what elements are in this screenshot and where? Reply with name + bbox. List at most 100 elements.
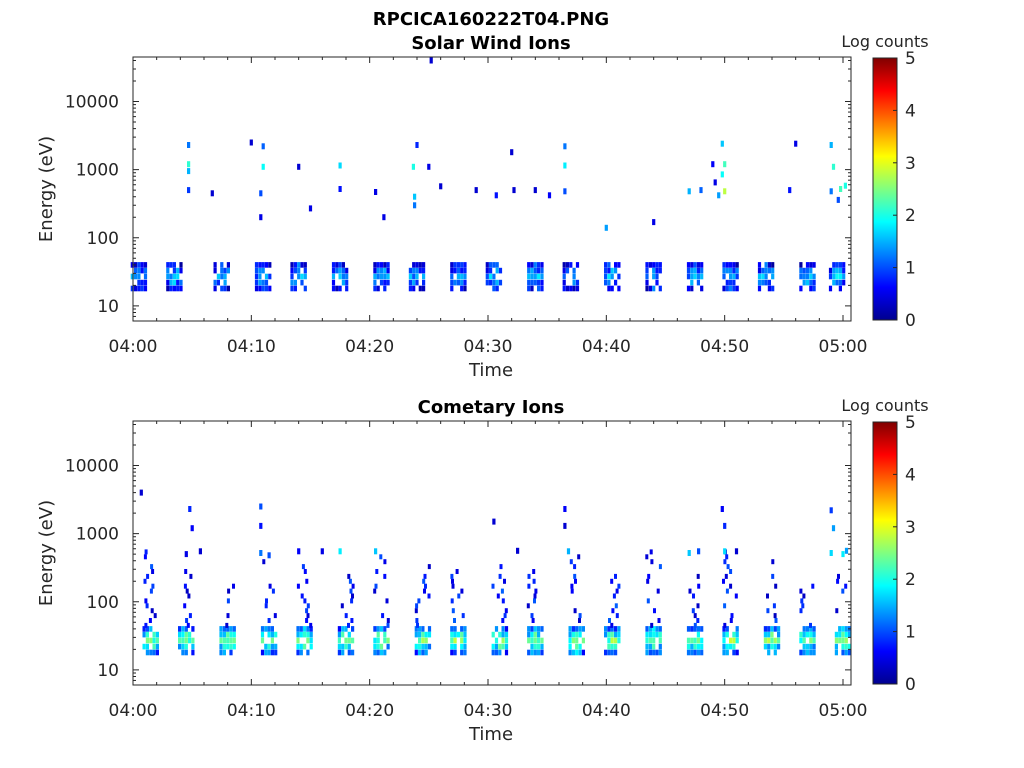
heatmap-cell: [415, 603, 419, 609]
heatmap-cell: [842, 262, 846, 268]
heatmap-cell: [572, 273, 576, 280]
heatmap-cell: [610, 643, 614, 650]
heatmap-cell: [139, 489, 143, 496]
heatmap-cell: [418, 285, 422, 292]
heatmap-cell: [489, 279, 493, 286]
heatmap-cell: [172, 267, 176, 274]
heatmap-cell: [460, 262, 464, 268]
heatmap-cell: [155, 643, 159, 650]
heatmap-cell: [645, 643, 649, 650]
heatmap-cell: [693, 626, 697, 632]
heatmap-cell: [183, 603, 187, 609]
y-tick-label: 1000: [76, 161, 119, 181]
heatmap-cell: [614, 267, 618, 274]
heatmap-cell: [771, 285, 775, 292]
y-axis-label-cometary: Energy (eV): [36, 500, 57, 606]
heatmap-cell: [349, 588, 353, 594]
heatmap-cell: [254, 279, 259, 286]
heatmap-cell: [652, 631, 656, 638]
heatmap-cell: [843, 182, 847, 189]
heatmap-cell: [774, 618, 778, 623]
heatmap-cell: [267, 649, 271, 656]
heatmap-cell: [725, 631, 729, 638]
heatmap-cell: [604, 279, 608, 286]
heatmap-cell: [485, 267, 489, 274]
heatmap-cell: [617, 262, 621, 268]
heatmap-cell: [376, 262, 380, 268]
heatmap-cell: [140, 285, 144, 292]
colorbar-tick-label: 4: [905, 101, 916, 121]
heatmap-cell: [216, 279, 220, 286]
heatmap-cell: [696, 279, 700, 286]
heatmap-cell: [176, 273, 180, 280]
heatmap-cell: [604, 267, 608, 274]
heatmap-cell: [427, 643, 432, 650]
heatmap-cell: [423, 573, 427, 579]
heatmap-cell: [809, 643, 813, 650]
heatmap-cell: [562, 267, 566, 274]
heatmap-cell: [652, 649, 656, 656]
heatmap-cell: [345, 285, 349, 292]
heatmap-cell: [540, 279, 544, 286]
heatmap-cell: [537, 626, 541, 632]
heatmap-cell: [293, 279, 297, 286]
heatmap-cell: [835, 273, 839, 280]
heatmap-cell: [757, 273, 762, 280]
heatmap-cell: [645, 273, 649, 280]
heatmap-cell: [254, 267, 259, 274]
heatmap-cell: [290, 279, 294, 286]
heatmap-cell: [335, 285, 339, 292]
heatmap-cell: [658, 285, 662, 292]
heatmap-cell: [734, 593, 738, 599]
heatmap-cell: [652, 262, 656, 268]
heatmap-cell: [655, 279, 659, 286]
heatmap-cell: [614, 573, 617, 579]
heatmap-cell: [222, 643, 226, 650]
heatmap-cell: [581, 637, 585, 644]
heatmap-cell: [690, 267, 694, 274]
heatmap-cell: [805, 631, 810, 638]
heatmap-cell: [415, 267, 419, 274]
heatmap-cell: [450, 267, 454, 274]
heatmap-cell: [451, 578, 454, 584]
heatmap-cell: [697, 548, 701, 555]
heatmap-cell: [516, 547, 520, 554]
colorbar-tick-label: 1: [905, 623, 916, 643]
heatmap-cell: [303, 267, 307, 274]
heatmap-cell: [463, 273, 467, 280]
heatmap-cell: [614, 603, 618, 609]
heatmap-cell: [296, 631, 300, 638]
heatmap-cell: [578, 649, 582, 656]
heatmap-cell: [722, 631, 726, 638]
heatmap-cell: [809, 262, 813, 268]
heatmap-cell: [761, 267, 765, 274]
heatmap-cell: [763, 643, 767, 650]
heatmap-cell: [811, 583, 815, 589]
colorbar-bottom: Log counts 0 1 2 3 4 5: [841, 396, 928, 695]
heatmap-cell: [293, 267, 297, 274]
heatmap-cell: [305, 578, 309, 584]
heatmap-cell: [842, 273, 846, 280]
colorbar-tick-label: 0: [905, 311, 916, 331]
solar-wind-heatmap: [130, 57, 847, 292]
heatmap-cell: [530, 279, 534, 286]
heatmap-cell: [697, 583, 701, 589]
heatmap-cell: [226, 631, 230, 638]
heatmap-cell: [232, 637, 236, 644]
heatmap-cell: [802, 273, 806, 280]
heatmap-cell: [376, 626, 380, 632]
heatmap-cell: [181, 631, 185, 638]
heatmap-cell: [575, 279, 580, 286]
heatmap-cell: [652, 637, 656, 644]
heatmap-cell: [306, 631, 310, 638]
heatmap-cell: [690, 262, 694, 268]
heatmap-cell: [187, 168, 191, 175]
heatmap-cell: [729, 262, 733, 268]
heatmap-cell: [700, 637, 704, 644]
heatmap-cell: [571, 649, 575, 656]
heatmap-cell: [562, 279, 566, 286]
heatmap-cell: [757, 262, 762, 268]
heatmap-cell: [463, 649, 467, 656]
heatmap-cell: [607, 631, 611, 638]
heatmap-cell: [645, 637, 649, 644]
